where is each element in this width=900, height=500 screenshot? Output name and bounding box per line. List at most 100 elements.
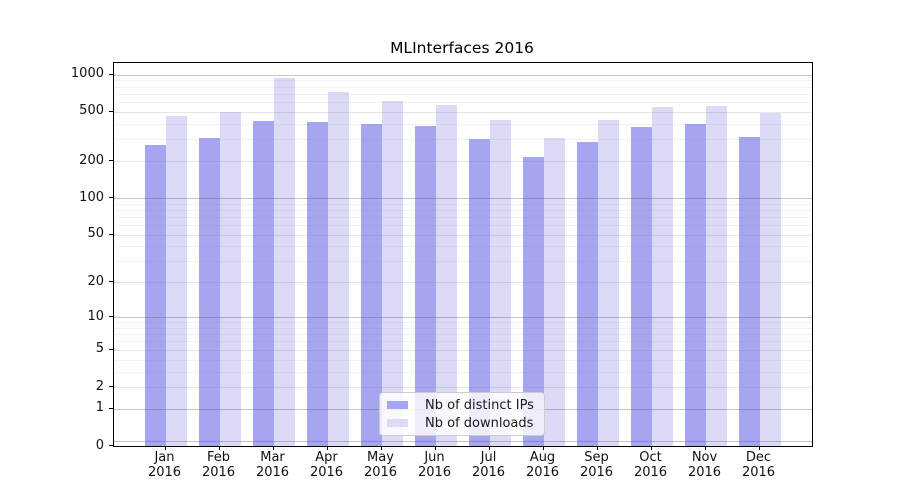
y-tick-mark	[109, 348, 113, 350]
x-tick-year: 2016	[363, 465, 398, 480]
chart-title: MLInterfaces 2016	[390, 39, 534, 57]
y-tick-mark	[109, 233, 113, 235]
gridline	[114, 440, 812, 442]
gridline	[114, 86, 812, 88]
x-tick-year: 2016	[579, 465, 614, 480]
plot-area	[113, 62, 813, 447]
x-tick-label-feb: Feb 2016	[189, 450, 249, 480]
y-tick-label: 5	[95, 341, 104, 357]
gridline	[114, 282, 812, 284]
legend-swatch-downloads	[387, 419, 408, 427]
bar-downloads-mar	[273, 78, 295, 446]
x-tick-mark	[380, 446, 382, 450]
gridline	[114, 203, 812, 205]
gridline	[114, 359, 812, 361]
bar-distinct-ips-may	[360, 123, 382, 446]
gridline	[114, 198, 812, 199]
gridline	[114, 327, 812, 329]
x-tick-month: May	[367, 450, 394, 465]
x-tick-mark	[704, 446, 706, 450]
x-tick-month: Aug	[529, 450, 556, 465]
gridline	[114, 93, 812, 95]
x-tick-month: Sep	[584, 450, 609, 465]
x-tick-mark	[272, 446, 274, 450]
x-tick-month: Feb	[206, 450, 231, 465]
bar-distinct-ips-apr	[306, 122, 328, 446]
y-tick-mark	[109, 110, 113, 112]
legend-label-downloads: Nb of downloads	[425, 415, 534, 431]
gridline	[114, 102, 812, 104]
x-tick-mark	[758, 446, 760, 450]
bar-downloads-sep	[597, 120, 619, 446]
y-tick-mark	[109, 445, 113, 446]
gridline	[114, 80, 812, 82]
bar-downloads-may	[381, 100, 403, 446]
gridline	[114, 246, 812, 248]
legend-swatch-distinct-ips	[387, 401, 408, 409]
x-tick-label-sep: Sep 2016	[567, 450, 627, 480]
x-tick-mark	[164, 446, 166, 450]
y-tick-label: 500	[79, 103, 104, 119]
gridline	[114, 261, 812, 263]
gridline	[114, 371, 812, 373]
x-tick-month: Nov	[691, 450, 718, 465]
gridline	[114, 209, 812, 211]
y-tick-label: 100	[79, 189, 104, 205]
x-tick-month: Oct	[639, 450, 662, 465]
x-tick-month: Mar	[260, 450, 285, 465]
x-tick-label-nov: Nov 2016	[675, 450, 735, 480]
gridline	[114, 225, 812, 227]
gridline	[114, 334, 812, 336]
y-tick-label: 200	[79, 152, 104, 168]
x-tick-mark	[650, 446, 652, 450]
x-tick-year: 2016	[201, 465, 236, 480]
bar-distinct-ips-jun	[414, 125, 436, 446]
bar-distinct-ips-nov	[684, 124, 706, 446]
bar-downloads-feb	[219, 111, 241, 446]
bar-distinct-ips-feb	[198, 137, 220, 446]
x-tick-label-dec: Dec 2016	[729, 450, 789, 480]
bar-downloads-dec	[759, 113, 781, 446]
bar-distinct-ips-aug	[522, 156, 544, 446]
x-tick-month: Jul	[480, 450, 497, 465]
x-tick-year: 2016	[687, 465, 722, 480]
x-tick-year: 2016	[471, 465, 506, 480]
legend-entry-downloads: Nb of downloads	[387, 416, 536, 431]
x-tick-year: 2016	[417, 465, 452, 480]
gridline	[114, 111, 812, 113]
gridline	[114, 161, 812, 162]
x-tick-mark	[218, 446, 220, 450]
x-tick-year: 2016	[255, 465, 290, 480]
y-tick-mark	[109, 407, 113, 409]
y-tick-mark	[109, 197, 113, 198]
y-tick-mark	[109, 386, 113, 387]
gridline	[114, 349, 812, 351]
bar-downloads-apr	[327, 92, 349, 446]
x-tick-month: Dec	[745, 450, 772, 465]
gridline	[114, 216, 812, 218]
x-tick-label-aug: Aug 2016	[513, 450, 573, 480]
y-tick-mark	[109, 281, 113, 283]
x-tick-month: Jan	[154, 450, 175, 465]
y-tick-mark	[109, 73, 113, 75]
x-tick-year: 2016	[525, 465, 560, 480]
bar-downloads-nov	[705, 106, 727, 446]
bar-downloads-aug	[543, 138, 565, 446]
y-tick-label: 1	[95, 400, 104, 416]
legend: Nb of distinct IPs Nb of downloads	[379, 392, 545, 436]
x-tick-month: Jun	[424, 450, 445, 465]
x-tick-mark	[542, 446, 544, 450]
gridline	[114, 387, 812, 388]
bar-downloads-jan	[165, 116, 187, 446]
bar-downloads-jul	[489, 120, 511, 446]
y-tick-mark	[109, 316, 113, 318]
x-tick-month: Apr	[315, 450, 338, 465]
x-tick-label-jun: Jun 2016	[405, 450, 465, 480]
bar-distinct-ips-jul	[468, 139, 490, 446]
x-tick-mark	[488, 446, 490, 450]
bar-distinct-ips-jan	[144, 144, 166, 446]
x-tick-year: 2016	[633, 465, 668, 480]
y-tick-label: 50	[87, 226, 104, 242]
x-tick-label-jul: Jul 2016	[459, 450, 519, 480]
